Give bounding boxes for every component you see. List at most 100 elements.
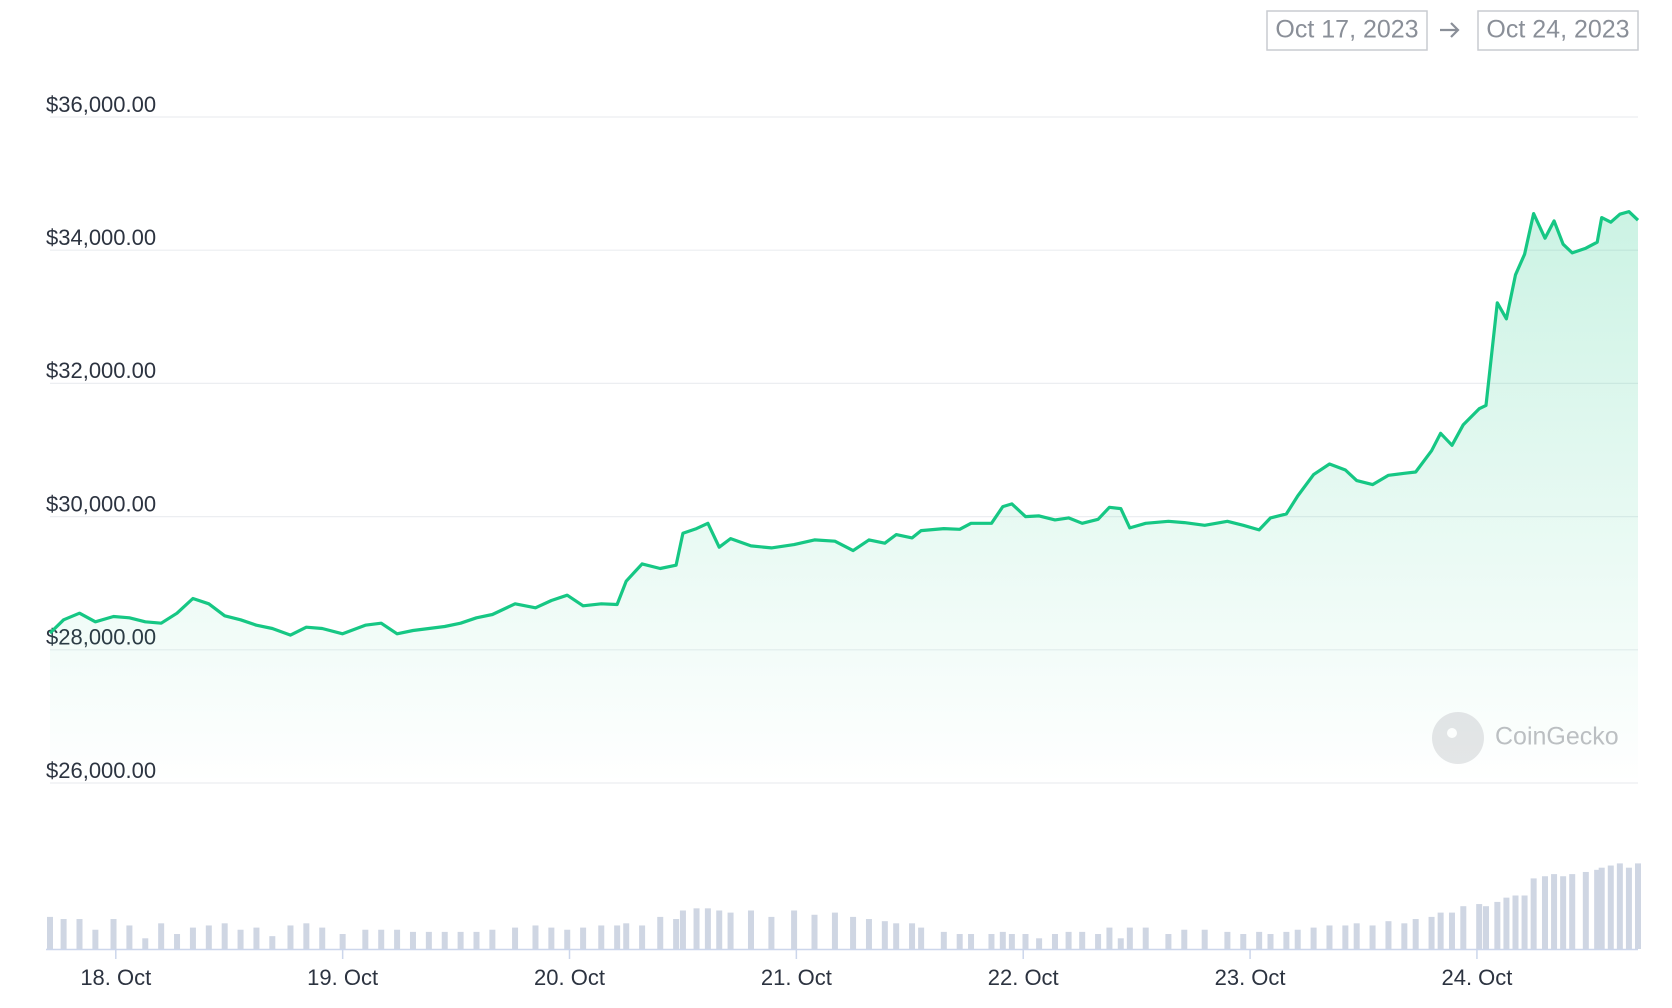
x-tick-label: 23. Oct xyxy=(1215,965,1286,990)
date-from: Oct 17, 2023 xyxy=(1275,16,1418,44)
volume-bar xyxy=(221,923,228,949)
x-tick-label: 19. Oct xyxy=(307,965,378,990)
volume-bar xyxy=(1521,895,1528,949)
volume-bar xyxy=(1494,901,1501,949)
volume-bar xyxy=(747,910,754,949)
volume-bar xyxy=(205,925,212,949)
volume-bar xyxy=(158,923,165,949)
date-to: Oct 24, 2023 xyxy=(1486,16,1629,44)
y-tick-label: $36,000.00 xyxy=(46,92,156,117)
volume-bar xyxy=(679,910,686,949)
volume-bar xyxy=(532,925,539,949)
y-tick-label: $34,000.00 xyxy=(46,225,156,250)
volume-bar xyxy=(1582,871,1589,949)
volume-bar xyxy=(1551,874,1558,949)
volume-bar xyxy=(1448,912,1455,949)
x-tick-label: 20. Oct xyxy=(534,965,605,990)
x-tick-label: 24. Oct xyxy=(1441,965,1512,990)
volume-bar xyxy=(968,934,975,949)
volume-bar xyxy=(339,934,346,949)
arrow-icon xyxy=(1440,22,1460,38)
watermark-text: CoinGecko xyxy=(1495,723,1619,751)
volume-bar xyxy=(1126,927,1133,949)
volume-bar xyxy=(673,919,680,949)
volume-bar xyxy=(1353,923,1360,949)
volume-bar xyxy=(598,925,605,949)
volume-bar xyxy=(614,925,621,949)
volume-bar xyxy=(489,929,496,949)
x-axis: 18. Oct 19. Oct 20. Oct 21. Oct 22. Oct 23. O… xyxy=(46,948,1638,990)
volume-bar xyxy=(1256,931,1263,949)
watermark: CoinGecko xyxy=(1432,712,1619,764)
volume-bar xyxy=(1385,921,1392,949)
watermark-eye xyxy=(1447,728,1457,738)
volume-bar xyxy=(1594,869,1601,949)
volume-bar xyxy=(473,931,480,949)
volume-bar xyxy=(1541,876,1548,949)
volume-bar xyxy=(1095,934,1102,949)
volume-bar xyxy=(1267,934,1274,949)
volume-bar xyxy=(394,929,401,949)
volume-bar xyxy=(1476,904,1483,949)
volume-bar xyxy=(657,916,664,949)
volume-bar xyxy=(831,912,838,949)
volume-bar xyxy=(639,925,646,949)
volume-bar xyxy=(865,919,872,949)
volume-bar xyxy=(1503,897,1510,949)
volume-bar xyxy=(189,927,196,949)
volume-bar xyxy=(110,919,117,949)
volume-bar xyxy=(1117,938,1124,949)
volume-bar xyxy=(1616,863,1623,949)
volume-bar xyxy=(378,929,385,949)
volume-bar xyxy=(76,919,83,949)
volume-bar xyxy=(1283,931,1290,949)
volume-bar xyxy=(940,931,947,949)
x-tick-label: 18. Oct xyxy=(80,965,151,990)
volume-bar xyxy=(425,931,432,949)
volume-bar xyxy=(92,929,99,949)
volume-bar xyxy=(1401,923,1408,949)
volume-bar xyxy=(1142,927,1149,949)
volume-bar xyxy=(1607,865,1614,949)
volume-bar xyxy=(1635,863,1641,949)
volume-bar xyxy=(623,923,630,949)
volume-bar xyxy=(893,923,900,949)
volume-bar xyxy=(1022,934,1029,949)
date-to-box[interactable] xyxy=(1477,10,1639,51)
volume-bar xyxy=(1412,919,1419,949)
volume-bar xyxy=(1036,938,1043,949)
volume-bar xyxy=(1342,925,1349,949)
volume-bar xyxy=(269,936,276,949)
volume-bar xyxy=(47,916,53,949)
volume-bar xyxy=(850,916,857,949)
volume-bar xyxy=(727,912,734,949)
volume-bar xyxy=(999,931,1006,949)
volume-bar xyxy=(564,929,571,949)
volume-bar xyxy=(909,923,916,949)
volume-bar xyxy=(1428,916,1435,949)
volume-bar xyxy=(1240,934,1247,949)
volume-bar xyxy=(126,925,133,949)
price-area xyxy=(50,211,1638,784)
volume-bar xyxy=(704,908,711,949)
volume-bar xyxy=(1460,906,1467,949)
date-from-box[interactable] xyxy=(1266,10,1428,51)
volume-bar xyxy=(142,938,149,949)
volume-bar xyxy=(1051,934,1058,949)
volume-bar xyxy=(1560,876,1567,949)
x-tick-label: 21. Oct xyxy=(761,965,832,990)
volume-bar xyxy=(512,927,519,949)
volume-bar xyxy=(1224,931,1231,949)
volume-bar xyxy=(1181,929,1188,949)
volume-bar xyxy=(237,929,244,949)
volume-bar xyxy=(1483,906,1490,949)
volume-bar xyxy=(1598,867,1605,949)
volume-bar xyxy=(881,921,888,949)
volume-bar xyxy=(362,929,369,949)
volume-bar xyxy=(1530,878,1537,949)
y-tick-label: $32,000.00 xyxy=(46,358,156,383)
date-range: Oct 17, 2023 Oct 24, 2023 xyxy=(1266,10,1639,51)
y-tick-label: $30,000.00 xyxy=(46,491,156,516)
volume-bar xyxy=(253,927,260,949)
